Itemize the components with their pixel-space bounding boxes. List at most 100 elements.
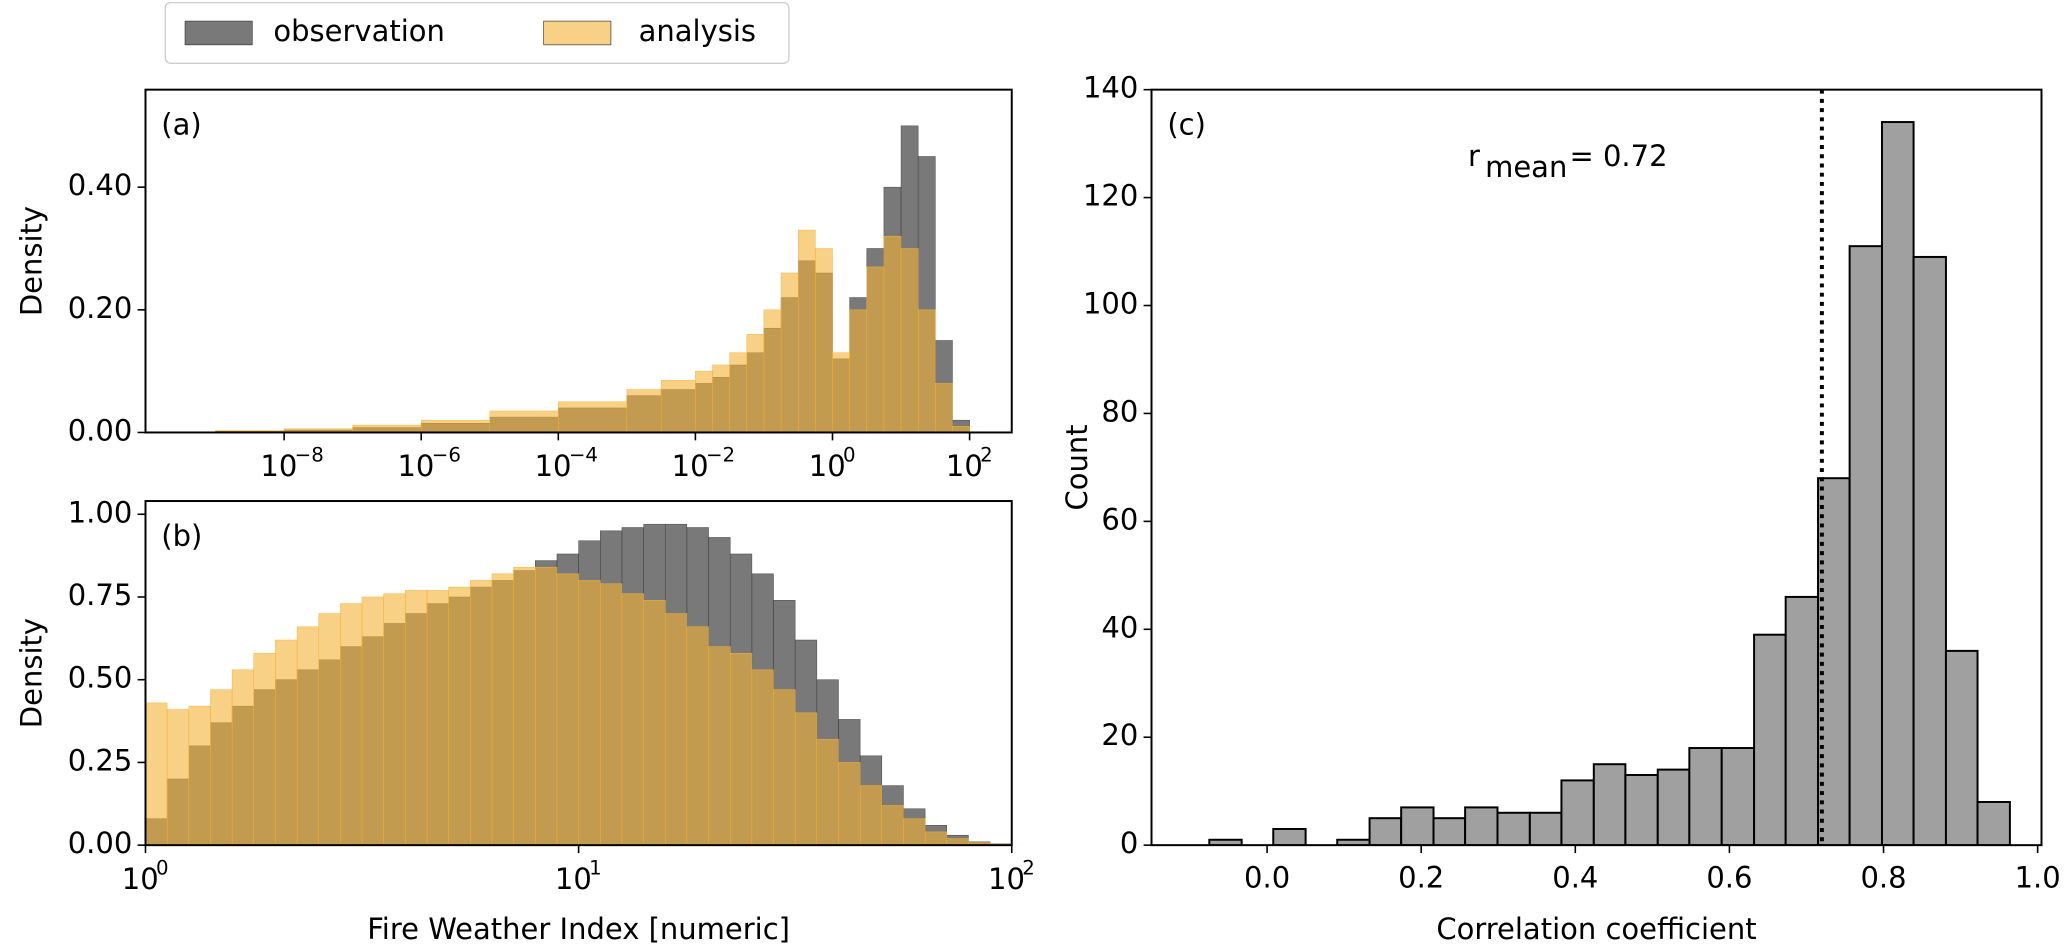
frame — [1150, 88, 2043, 847]
bar — [924, 831, 948, 846]
bar — [660, 380, 696, 433]
y-tick-label: 80 — [1101, 394, 1138, 428]
annotation-subscript: mean — [1485, 150, 1567, 184]
x-tick-power: 2 — [980, 444, 993, 467]
bar — [1753, 633, 1787, 846]
bar — [708, 646, 731, 846]
bar — [883, 235, 902, 433]
x-tick-label: 0.8 — [1860, 860, 1906, 894]
x-tick-power: 1 — [589, 856, 602, 879]
bar — [621, 593, 644, 846]
bar — [797, 229, 816, 433]
x-tick-label: 10 — [122, 862, 159, 896]
y-tick-label: 40 — [1101, 610, 1138, 644]
x-tick-power: −8 — [295, 444, 324, 467]
y-tick-label: 120 — [1083, 179, 1138, 213]
bar — [763, 309, 782, 433]
bar — [558, 401, 628, 433]
legend-label: observation — [273, 14, 445, 48]
bar — [535, 566, 558, 846]
bar — [1432, 817, 1467, 846]
legend-label: analysis — [639, 14, 756, 48]
bar — [917, 309, 936, 433]
bar — [420, 419, 491, 433]
x-tick-label: 10 — [535, 449, 572, 483]
bar — [881, 805, 904, 846]
bar — [275, 639, 298, 846]
bar — [448, 586, 471, 846]
y-tick-label: 1.00 — [68, 495, 133, 529]
x-tick-label: 0.0 — [1244, 860, 1290, 894]
y-tick-label: 140 — [1083, 71, 1138, 105]
bar — [746, 334, 765, 433]
bar — [838, 762, 861, 846]
bar — [751, 669, 774, 846]
y-tick-label: 0 — [1120, 826, 1138, 860]
bar — [1208, 838, 1243, 846]
bar — [145, 702, 168, 846]
bar — [1976, 800, 2011, 846]
annotation-text: = 0.72 — [1569, 139, 1667, 173]
x-tick-label: 10 — [809, 449, 846, 483]
annotation-symbol: r — [1468, 139, 1480, 173]
bar — [1880, 121, 1915, 846]
y-tick-label: 60 — [1101, 502, 1138, 536]
bar — [1944, 649, 1979, 846]
panel-label: (c) — [1167, 108, 1206, 142]
frame — [144, 88, 1013, 434]
bar — [1688, 747, 1723, 846]
x-tick-power: 0 — [156, 856, 169, 879]
bar — [849, 309, 868, 433]
panel: 0 20 40 60 80 100 120 140 0.0 0.2 0.4 0.6 0.8 1.0 (c) C… — [1060, 71, 2061, 946]
bar — [166, 709, 190, 846]
panel-label: (a) — [161, 108, 201, 142]
x-tick-power: 2 — [1022, 856, 1035, 879]
legend-swatch — [543, 20, 612, 46]
bar — [794, 712, 818, 846]
bar — [1624, 774, 1659, 846]
bar — [578, 580, 601, 846]
bar — [318, 613, 341, 846]
bar — [489, 410, 559, 433]
bar — [903, 818, 926, 846]
y-tick-label: 0.50 — [68, 661, 133, 695]
x-tick-label: 1.0 — [2015, 860, 2061, 894]
bar — [866, 266, 885, 433]
bar — [491, 573, 514, 846]
bar — [340, 603, 363, 846]
y-tick-label: 0.00 — [68, 413, 133, 447]
x-tick-label: 0.4 — [1552, 860, 1598, 894]
y-tick-label: 0.00 — [68, 826, 133, 860]
bar — [1848, 245, 1883, 846]
bar — [383, 593, 406, 846]
panel-label: (b) — [161, 519, 202, 553]
bar — [816, 739, 839, 846]
bar — [832, 352, 850, 433]
bar — [1496, 811, 1531, 846]
y-tick-label: 0.20 — [68, 291, 133, 325]
bar — [361, 596, 384, 846]
x-tick-label: 10 — [260, 449, 297, 483]
bar — [296, 626, 320, 846]
x-tick-label: 10 — [555, 862, 592, 896]
x-tick-power: 0 — [843, 444, 856, 467]
x-tick-label: 10 — [988, 862, 1025, 896]
x-tick-label: 0.2 — [1398, 860, 1444, 894]
bars — [145, 523, 1012, 846]
x-axis-label: Fire Weather Index [numeric] — [367, 912, 790, 946]
bar — [600, 583, 623, 846]
y-tick-label: 0.40 — [68, 168, 133, 202]
bar — [1592, 763, 1627, 846]
y-tick-label: 0.75 — [68, 578, 133, 612]
bar — [1272, 827, 1307, 846]
bar — [664, 613, 688, 846]
bar — [686, 626, 709, 846]
x-tick-label: 10 — [672, 449, 709, 483]
x-tick-power: −6 — [432, 444, 461, 467]
bar — [946, 838, 969, 846]
bar — [188, 705, 211, 846]
bar — [952, 426, 970, 433]
y-tick-label: 100 — [1083, 287, 1138, 321]
